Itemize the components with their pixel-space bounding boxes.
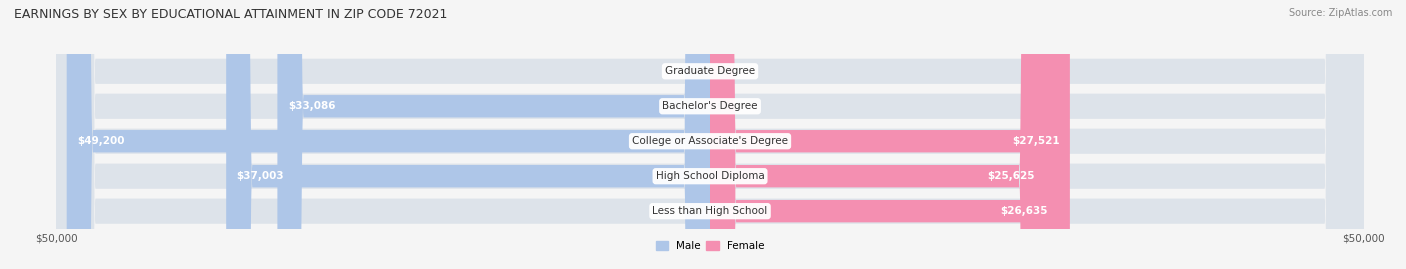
Text: $0: $0 [717, 66, 730, 76]
Text: $25,625: $25,625 [987, 171, 1035, 181]
Text: Bachelor's Degree: Bachelor's Degree [662, 101, 758, 111]
FancyBboxPatch shape [226, 0, 710, 269]
Text: $0: $0 [690, 206, 703, 216]
Text: $37,003: $37,003 [236, 171, 284, 181]
Text: $0: $0 [690, 66, 703, 76]
FancyBboxPatch shape [66, 0, 710, 269]
Text: College or Associate's Degree: College or Associate's Degree [633, 136, 787, 146]
Text: $27,521: $27,521 [1012, 136, 1060, 146]
FancyBboxPatch shape [710, 0, 1070, 269]
Text: Graduate Degree: Graduate Degree [665, 66, 755, 76]
Text: $26,635: $26,635 [1000, 206, 1047, 216]
FancyBboxPatch shape [710, 0, 1045, 269]
FancyBboxPatch shape [56, 0, 1364, 269]
Text: Less than High School: Less than High School [652, 206, 768, 216]
FancyBboxPatch shape [56, 0, 1364, 269]
Text: $0: $0 [717, 101, 730, 111]
Text: $33,086: $33,086 [288, 101, 336, 111]
FancyBboxPatch shape [56, 0, 1364, 269]
FancyBboxPatch shape [710, 0, 1059, 269]
Text: $49,200: $49,200 [77, 136, 125, 146]
FancyBboxPatch shape [56, 0, 1364, 269]
Legend: Male, Female: Male, Female [651, 236, 769, 255]
FancyBboxPatch shape [56, 0, 1364, 269]
Text: Source: ZipAtlas.com: Source: ZipAtlas.com [1288, 8, 1392, 18]
FancyBboxPatch shape [277, 0, 710, 269]
Text: High School Diploma: High School Diploma [655, 171, 765, 181]
Text: EARNINGS BY SEX BY EDUCATIONAL ATTAINMENT IN ZIP CODE 72021: EARNINGS BY SEX BY EDUCATIONAL ATTAINMEN… [14, 8, 447, 21]
